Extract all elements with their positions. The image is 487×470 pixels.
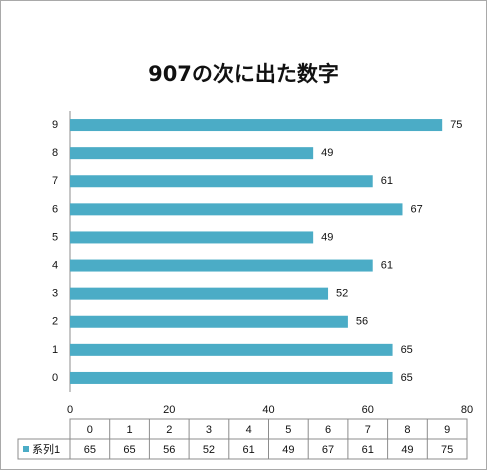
y-tick-label-7: 7: [52, 175, 58, 187]
y-tick-label-1: 1: [52, 344, 58, 356]
x-tick-label-20: 20: [163, 404, 175, 416]
data-table-value-row: [17, 438, 468, 460]
data-table-header-5: 5: [285, 424, 291, 436]
y-tick-label-6: 6: [52, 203, 58, 215]
legend-label-series1: 系列1: [32, 442, 60, 456]
data-table-header-4: 4: [246, 424, 252, 436]
x-tick-label-60: 60: [362, 404, 374, 416]
data-label-3: 52: [336, 288, 348, 300]
bar-4: [70, 259, 373, 272]
data-table-header-8: 8: [404, 424, 410, 436]
x-tick-label-40: 40: [262, 404, 274, 416]
data-label-4: 61: [381, 259, 393, 271]
data-table-header-6: 6: [325, 424, 331, 436]
data-table-header-3: 3: [206, 424, 212, 436]
y-tick-label-5: 5: [52, 231, 58, 243]
bar-0: [70, 371, 393, 384]
y-tick-label-2: 2: [52, 316, 58, 328]
y-tick-label-9: 9: [52, 119, 58, 131]
legend-key-series1: [23, 446, 29, 452]
data-table-header-1: 1: [126, 424, 132, 436]
bar-6: [70, 203, 403, 216]
y-tick-label-4: 4: [52, 259, 58, 271]
y-tick-label-3: 3: [52, 288, 58, 300]
data-table-value-0: 65: [84, 444, 96, 456]
data-label-7: 61: [381, 175, 393, 187]
chart-title: 907の次に出た数字: [148, 62, 339, 86]
bar-1: [70, 343, 393, 356]
data-table-value-5: 49: [282, 444, 294, 456]
data-label-1: 65: [401, 344, 413, 356]
data-table-value-4: 61: [243, 444, 255, 456]
data-label-2: 56: [356, 316, 368, 328]
x-tick-label-80: 80: [461, 404, 473, 416]
bar-2: [70, 315, 348, 328]
data-label-6: 67: [410, 203, 422, 215]
data-table-value-9: 75: [441, 444, 453, 456]
data-table-value-1: 65: [123, 444, 135, 456]
data-table-value-2: 56: [163, 444, 175, 456]
data-table-value-7: 61: [362, 444, 374, 456]
data-table-value-3: 52: [203, 444, 215, 456]
bar-9: [70, 119, 443, 132]
bar-3: [70, 287, 329, 300]
bar-8: [70, 147, 314, 160]
x-tick-label-0: 0: [67, 404, 73, 416]
data-table-value-8: 49: [401, 444, 413, 456]
data-label-0: 65: [401, 372, 413, 384]
data-table-header-0: 0: [87, 424, 93, 436]
data-table-header-7: 7: [365, 424, 371, 436]
y-tick-label-0: 0: [52, 372, 58, 384]
data-table-header-9: 9: [444, 424, 450, 436]
data-label-5: 49: [321, 231, 333, 243]
bar-5: [70, 231, 314, 244]
bar-7: [70, 175, 373, 188]
data-label-9: 75: [450, 119, 462, 131]
y-tick-label-8: 8: [52, 147, 58, 159]
data-table-value-6: 67: [322, 444, 334, 456]
data-label-8: 49: [321, 147, 333, 159]
data-table-header-2: 2: [166, 424, 172, 436]
